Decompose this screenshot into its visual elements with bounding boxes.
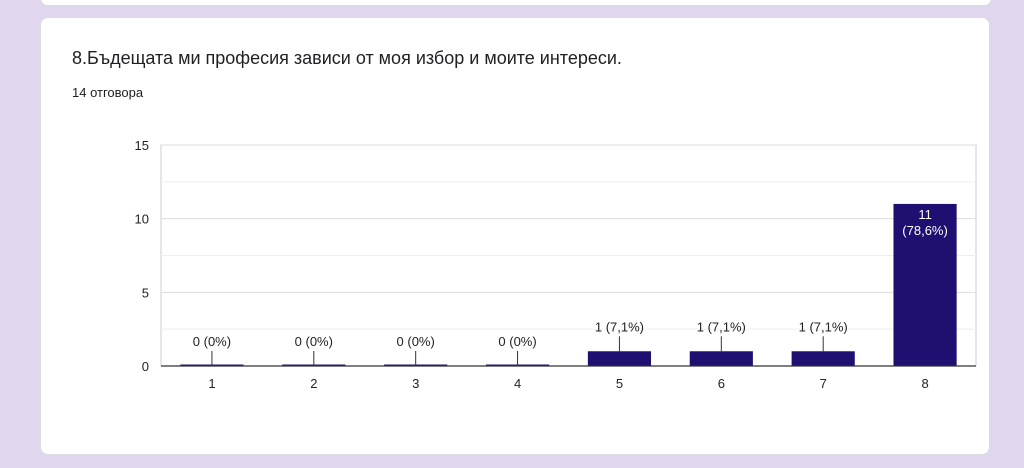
x-tick-label: 4 <box>514 376 521 391</box>
x-tick-label: 8 <box>921 376 928 391</box>
data-label: 1 (7,1%) <box>595 319 644 334</box>
bar-chart: 0 5 10 15 1 0 (0%) 2 0 (0%) 3 0 (0%) 4 0 (0%) 5 1 (7,… <box>135 138 977 391</box>
data-label: 1 (7,1%) <box>799 319 848 334</box>
data-label: 11 <box>918 207 932 222</box>
x-tick-label: 1 <box>208 376 215 391</box>
response-count: 14 отговора <box>72 85 144 100</box>
bar <box>893 203 957 366</box>
bar <box>689 351 753 366</box>
data-label: (78,6%) <box>902 223 948 238</box>
bar <box>791 351 855 366</box>
y-tick-label: 10 <box>135 212 149 227</box>
x-tick-label: 2 <box>310 376 317 391</box>
question-card: 8.Бъдещата ми професия зависи от моя изб… <box>40 17 990 455</box>
y-tick-label: 0 <box>142 359 149 374</box>
data-label: 0 (0%) <box>397 334 435 349</box>
x-tick-label: 3 <box>412 376 419 391</box>
y-tick-label: 15 <box>135 138 149 153</box>
y-tick-label: 5 <box>142 285 149 300</box>
data-label: 0 (0%) <box>295 334 333 349</box>
x-tick-label: 7 <box>820 376 827 391</box>
question-title: 8.Бъдещата ми професия зависи от моя изб… <box>72 48 622 68</box>
data-label: 1 (7,1%) <box>697 319 746 334</box>
x-tick-label: 5 <box>616 376 623 391</box>
bar <box>587 351 652 366</box>
data-label: 0 (0%) <box>498 334 536 349</box>
data-label: 0 (0%) <box>193 334 231 349</box>
previous-question-card <box>40 0 992 6</box>
x-tick-label: 6 <box>718 376 725 391</box>
